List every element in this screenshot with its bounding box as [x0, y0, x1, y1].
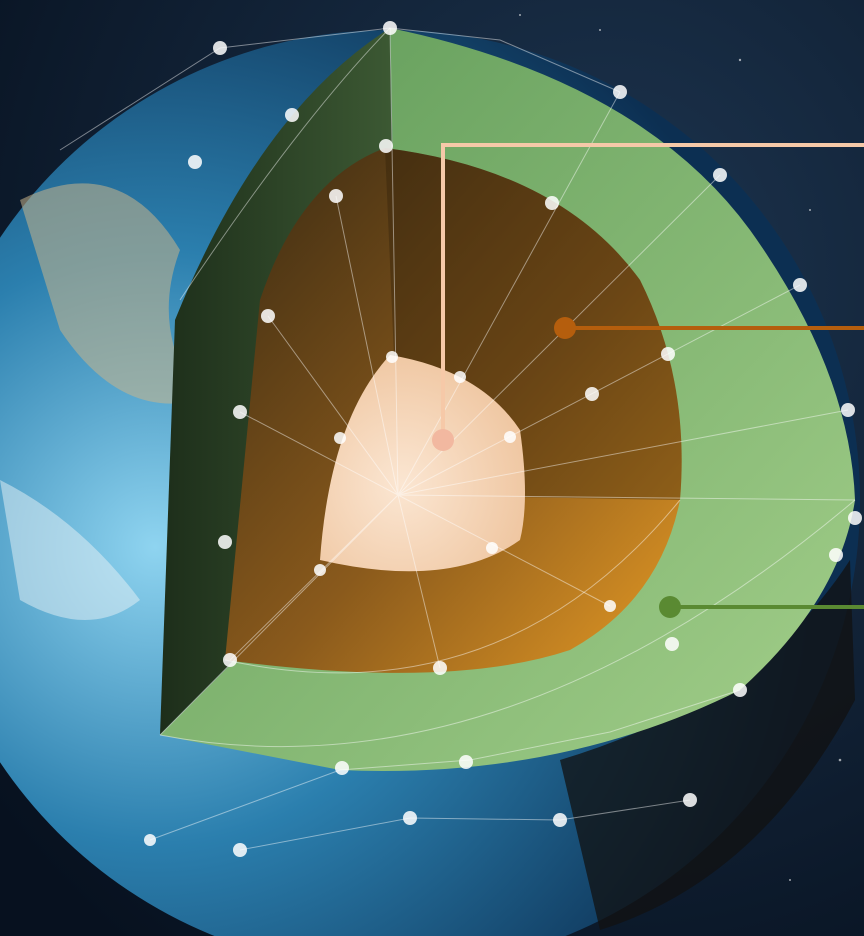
- crust-callout-dot: [659, 596, 681, 618]
- mesh-lines: [59, 27, 856, 851]
- continent: [20, 183, 200, 404]
- earth-shadow: [560, 560, 855, 930]
- core: [320, 355, 525, 572]
- mantle-callout-dot: [554, 317, 576, 339]
- mesh-nodes: [144, 21, 862, 857]
- clouds: [0, 480, 140, 620]
- core-callout-dot: [432, 429, 454, 451]
- core-callout-line: [441, 143, 864, 440]
- callouts: [432, 143, 864, 618]
